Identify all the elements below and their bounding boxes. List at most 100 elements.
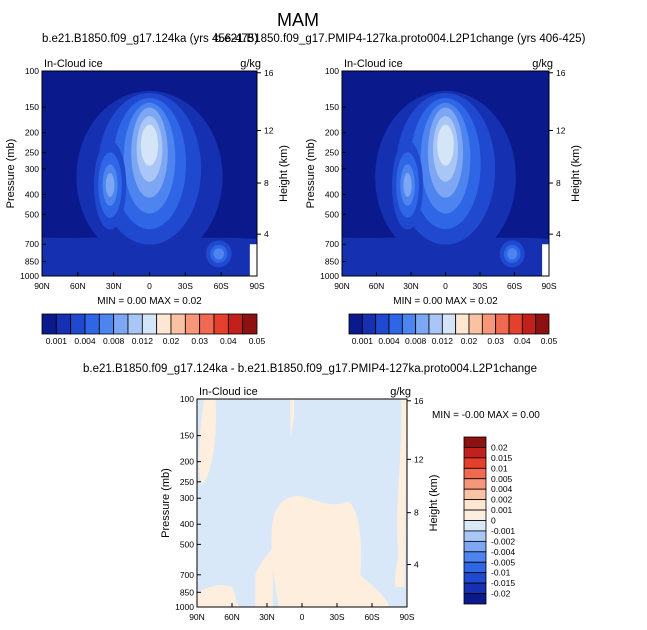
colorbar-swatch	[141, 313, 158, 335]
colorbar-label: -0.01	[491, 568, 511, 578]
colorbar-label: 0.02	[491, 442, 508, 452]
colorbar-label: 0.002	[491, 495, 513, 505]
colorbar-swatch	[348, 313, 363, 335]
colorbar-swatch	[463, 467, 487, 480]
colorbar-swatch	[508, 313, 523, 335]
colorbar-swatch	[463, 488, 487, 501]
contour-field	[197, 399, 407, 607]
x-tick-label: 30N	[259, 612, 275, 622]
y-tick-label: 400	[25, 189, 39, 199]
colorbar-swatch	[361, 313, 377, 335]
y-tick-label: 500	[25, 209, 39, 219]
colorbar-swatch	[227, 313, 244, 335]
colorbar-swatch	[401, 313, 417, 335]
colorbar-swatch	[375, 313, 390, 335]
colorbar-label: 0.001	[491, 505, 513, 515]
contour-fill	[197, 584, 244, 607]
y-right-axis-title: Height (km)	[570, 145, 582, 202]
min-max-stats: MIN = 0.00 MAX = 0.02	[393, 296, 498, 307]
colorbar-swatch	[127, 313, 143, 335]
contour-fill	[105, 173, 115, 197]
y-right-tick-label: 4	[264, 229, 269, 239]
colorbar-swatch	[242, 313, 258, 335]
x-tick-label: 60S	[214, 281, 229, 291]
colorbar-vertical: 0.020.0150.010.0050.0040.0020.0010-0.001…	[463, 436, 515, 605]
y-axis-title: Pressure (mb)	[305, 139, 317, 209]
colorbar-swatch	[463, 593, 487, 605]
y-right-axis-title: Height (km)	[428, 475, 440, 532]
colorbar-swatch	[463, 499, 487, 511]
y-tick-label: 200	[325, 128, 339, 138]
y-right-tick-label: 16	[556, 68, 566, 78]
variable-label: In-Cloud ice	[44, 58, 103, 70]
colorbar-label: 0.01	[491, 463, 508, 473]
y-tick-label: 700	[325, 239, 339, 249]
colorbar-label: 0.005	[491, 474, 513, 484]
y-right-axis-title: Height (km)	[278, 145, 290, 202]
x-tick-label: 30S	[472, 281, 487, 291]
contour-fill	[437, 124, 454, 166]
y-tick-label: 700	[180, 570, 194, 580]
missing-region	[249, 244, 257, 276]
contour-fill	[255, 547, 273, 607]
contour-fill	[271, 495, 390, 607]
panel-3: b.e21.B1850.f09_g17.124ka - b.e21.B1850.…	[83, 363, 537, 622]
x-tick-label: 60S	[364, 612, 379, 622]
colorbar-swatch	[428, 313, 443, 335]
y-tick-label: 1000	[175, 602, 194, 612]
contour-field	[342, 71, 549, 276]
colorbar-swatch	[495, 313, 510, 335]
colorbar-swatch	[463, 530, 487, 542]
variable-label: In-Cloud ice	[344, 58, 403, 70]
y-axis-title: Pressure (mb)	[5, 139, 17, 209]
colorbar-swatch	[463, 509, 487, 521]
x-tick-label: 60N	[369, 281, 385, 291]
colorbar-swatch	[156, 313, 172, 335]
x-tick-label: 0	[300, 612, 305, 622]
y-right-tick-label: 4	[414, 560, 419, 570]
contour-fill	[290, 399, 295, 436]
y-tick-label: 100	[180, 394, 194, 404]
y-right-tick-label: 12	[264, 125, 274, 135]
colorbar-label: 0.004	[378, 336, 400, 346]
units-label: g/kg	[390, 386, 411, 398]
y-tick-label: 500	[180, 539, 194, 549]
y-right-tick-label: 12	[414, 454, 424, 464]
contour-field	[42, 71, 257, 276]
colorbar-label: 0.008	[405, 336, 427, 346]
colorbar-swatch	[463, 540, 487, 553]
y-tick-label: 300	[180, 493, 194, 503]
colorbar-swatch	[441, 313, 457, 335]
colorbar-label: 0.001	[46, 336, 68, 346]
colorbar-label: 0.004	[491, 484, 513, 494]
colorbar-label: 0.008	[103, 336, 125, 346]
colorbar-label: 0.015	[491, 453, 513, 463]
y-tick-label: 250	[180, 477, 194, 487]
colorbar-swatch	[184, 313, 201, 335]
y-tick-label: 200	[180, 457, 194, 467]
y-tick-label: 850	[180, 587, 194, 597]
colorbar-label: 0	[491, 516, 496, 526]
colorbar-swatch	[98, 313, 115, 335]
panel-title: b.e21.B1850.f09_g17.124ka (yrs 456-475)	[42, 33, 258, 45]
contour-fill	[213, 248, 225, 260]
colorbar-swatch	[463, 436, 487, 448]
colorbar-swatch	[84, 313, 100, 335]
colorbar-swatch	[463, 520, 487, 532]
colorbar-swatch	[213, 313, 229, 335]
min-max-stats: MIN = 0.00 MAX = 0.02	[97, 296, 202, 307]
missing-region	[542, 244, 549, 276]
y-tick-label: 850	[25, 257, 39, 267]
contour-fill	[140, 124, 159, 166]
x-tick-label: 90S	[541, 281, 556, 291]
x-tick-label: 90S	[249, 281, 264, 291]
colorbar-label: 0.02	[163, 336, 180, 346]
x-tick-label: 30N	[403, 281, 419, 291]
x-tick-label: 90N	[34, 281, 50, 291]
contour-fill	[507, 248, 518, 260]
colorbar-swatch	[70, 313, 86, 335]
y-right-tick-label: 8	[556, 178, 561, 188]
panel-title: b.e21.B1850.f09_g17.124ka - b.e21.B1850.…	[83, 363, 537, 375]
y-tick-label: 400	[180, 519, 194, 529]
min-max-stats: MIN = -0.00 MAX = 0.00	[432, 410, 540, 421]
